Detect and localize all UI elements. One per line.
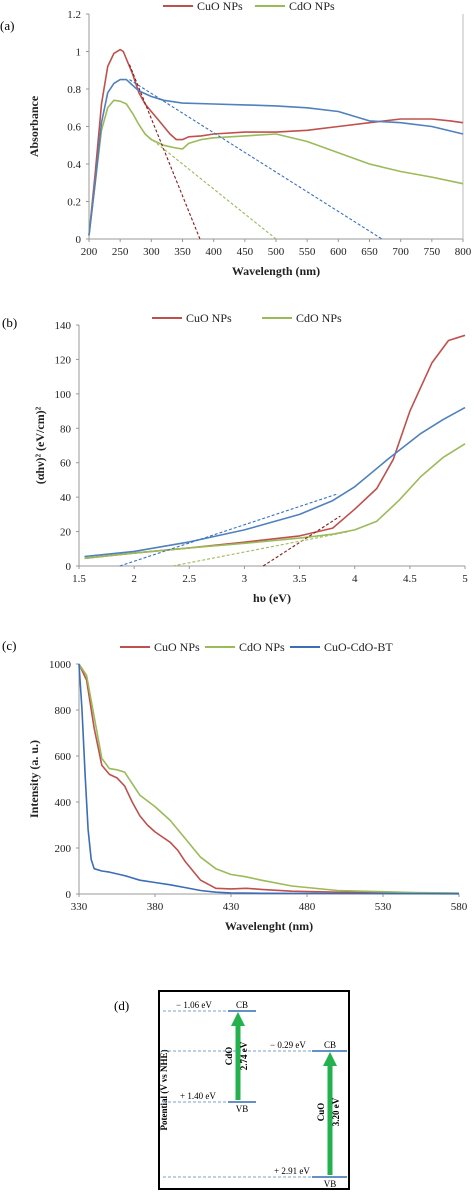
series-line	[88, 78, 464, 236]
y-tick-label: 600	[55, 751, 72, 763]
tangent-line	[144, 133, 277, 240]
gap-arrow-head	[231, 1012, 245, 1026]
y-tick-label: 120	[55, 354, 72, 366]
x-tick-label: 400	[205, 246, 222, 258]
y-tick-label: 1.2	[67, 9, 81, 21]
y-tick-label: 800	[55, 705, 72, 717]
level-energy: + 1.40 eV	[180, 1091, 216, 1101]
x-tick-label: 350	[174, 246, 191, 258]
x-tick-label: 550	[299, 246, 316, 258]
series-line	[84, 443, 466, 560]
x-tick-label: 800	[455, 246, 472, 258]
series-line	[84, 406, 466, 558]
band-label: CB	[236, 1000, 248, 1010]
y-axis-label: Intensity (a. u.)	[27, 740, 41, 818]
x-axis-label: Wavelength (nm)	[232, 264, 320, 278]
x-tick-label: 580	[451, 901, 468, 913]
y-tick-label: 0	[66, 561, 72, 573]
tangent-line	[172, 531, 350, 567]
series-line	[78, 663, 460, 894]
x-tick-label: 480	[299, 901, 316, 913]
x-tick-label: 200	[81, 246, 98, 258]
legend-entry: CdO NPs	[239, 640, 285, 654]
y-tick-label: 40	[60, 492, 72, 504]
x-tick-label: 380	[147, 901, 164, 913]
x-tick-label: 300	[143, 246, 160, 258]
y-tick-label: 200	[55, 843, 72, 855]
y-tick-label: 0.8	[67, 84, 81, 96]
x-tick-label: 330	[71, 901, 88, 913]
panel-label: (c)	[2, 638, 16, 653]
y-tick-label: 100	[55, 389, 72, 401]
x-tick-label: 430	[223, 901, 240, 913]
panel-2: 1.5 2 2.5 3 3.5 4 4.5 5 0 20 40 60 80 100 120 140 hυ (eV…	[2, 311, 468, 605]
y-tick-label: 1	[76, 47, 82, 59]
band-label: CB	[324, 1040, 336, 1050]
x-tick-label: 500	[268, 246, 285, 258]
y-axis-label: Absorbance	[27, 95, 41, 157]
legend-entry: CuO NPs	[186, 311, 232, 325]
x-tick-label: 450	[237, 246, 254, 258]
x-tick-label: 5	[462, 573, 468, 585]
y-tick-label: 20	[60, 527, 72, 539]
band-label: VB	[236, 1104, 249, 1114]
diagram-frame	[158, 990, 350, 1190]
level-energy: + 2.91 eV	[274, 1166, 310, 1176]
y-tick-label: 0.6	[67, 122, 81, 134]
gap-arrow-head	[323, 1052, 337, 1066]
legend-entry: CuO-CdO-BT	[324, 640, 393, 654]
potential-axis-label: Potential (V vs NHE)	[159, 1049, 169, 1130]
series-line	[78, 663, 460, 895]
x-tick-label: 700	[392, 246, 409, 258]
x-tick-label: 750	[424, 246, 441, 258]
y-tick-label: 140	[55, 320, 72, 332]
y-axis-label: (αhν)² (eV/cm)²	[33, 406, 47, 484]
series-line	[84, 334, 466, 560]
x-tick-label: 2	[131, 573, 137, 585]
panel-4: (d) Potential (V vs NHE) − 1.06 eV CB + 1.40…	[114, 990, 350, 1190]
series-line	[88, 99, 464, 236]
legend-entry: CuO NPs	[154, 640, 200, 654]
panel-3: 330 380 430 480 530 580 0 200 400 600 800 1000 Wavel…	[2, 638, 468, 933]
band-label: VB	[324, 1179, 337, 1189]
material-label: CuO	[316, 1103, 326, 1122]
y-tick-label: 80	[60, 423, 72, 435]
legend-entry: CuO NPs	[197, 0, 243, 13]
panel-label: (a)	[0, 18, 14, 33]
legend-entry: CdO NPs	[296, 311, 342, 325]
tangent-line	[129, 64, 201, 240]
x-tick-label: 530	[375, 901, 392, 913]
y-tick-label: 60	[60, 458, 72, 470]
x-tick-label: 3.5	[293, 573, 307, 585]
y-tick-label: 0	[76, 234, 82, 246]
legend-entry: CdO NPs	[289, 0, 335, 13]
y-tick-label: 1000	[49, 659, 72, 671]
panel-1: 200 250 300 350 400 450 500 550 600 650 700 750 800 0…	[0, 0, 472, 278]
x-tick-label: 4	[352, 573, 358, 585]
material-label: CdO	[224, 1047, 234, 1066]
y-tick-label: 0.2	[67, 197, 81, 209]
band-gap-label: 2.74 eV	[239, 1041, 249, 1070]
y-tick-label: 0.4	[67, 159, 81, 171]
series-line	[88, 48, 464, 236]
x-axis-label: hυ (eV)	[253, 591, 291, 605]
x-tick-label: 600	[330, 246, 347, 258]
x-axis-label: Wavelenght (nm)	[225, 919, 313, 933]
y-tick-label: 0	[66, 889, 72, 901]
level-energy: − 0.29 eV	[270, 1040, 306, 1050]
level-energy: − 1.06 eV	[176, 1000, 212, 1010]
x-tick-label: 4.5	[403, 573, 417, 585]
x-tick-label: 3	[242, 573, 248, 585]
x-tick-label: 650	[361, 246, 378, 258]
band-gap-label: 3.20 eV	[331, 1097, 341, 1126]
x-tick-label: 250	[112, 246, 129, 258]
panel-label: (d)	[114, 998, 129, 1013]
y-tick-label: 400	[55, 797, 72, 809]
x-tick-label: 2.5	[182, 573, 196, 585]
panel-label: (b)	[2, 315, 17, 330]
x-tick-label: 1.5	[72, 573, 86, 585]
tangent-line	[119, 493, 339, 567]
series-line	[78, 663, 460, 895]
